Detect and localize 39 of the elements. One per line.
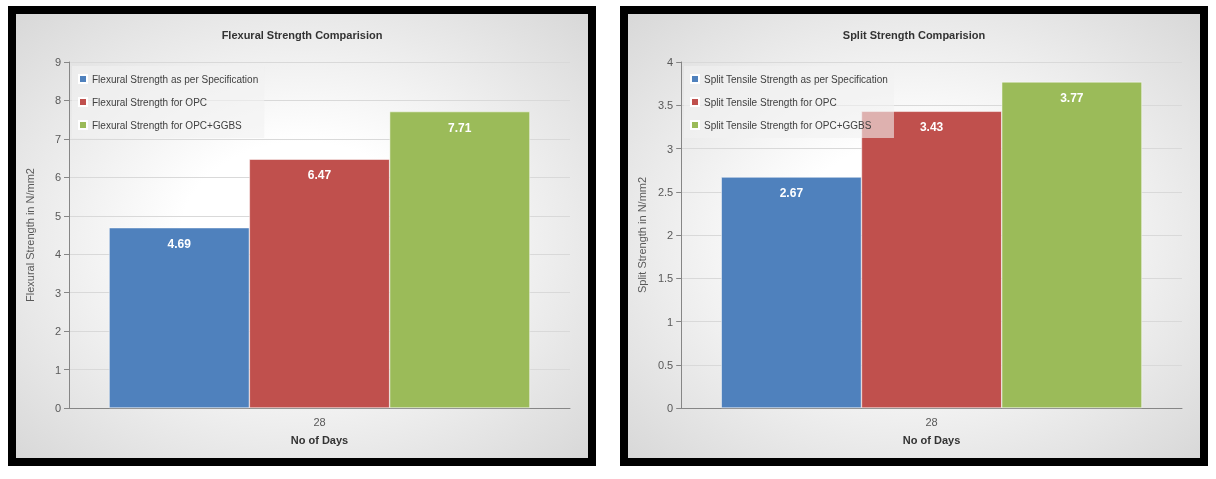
y-tick-label: 1 <box>54 363 61 376</box>
data-label: 3.77 <box>1060 90 1084 105</box>
y-tick-label: 6 <box>54 171 61 184</box>
legend-label: Flexural Strength for OPC+GGBS <box>92 119 243 131</box>
legend-label: Split Tensile Strength for OPC+GGBS <box>704 119 872 131</box>
data-label: 7.71 <box>448 120 472 135</box>
y-tick-label: 2.5 <box>657 185 674 198</box>
data-label: 2.67 <box>779 186 804 201</box>
y-tick-label: 4 <box>667 56 674 68</box>
y-tick-label: 8 <box>54 94 61 107</box>
y-tick-label: 9 <box>54 56 61 68</box>
y-tick-label: 4 <box>54 248 61 261</box>
chart-title: Split Strength Comparision <box>842 28 986 41</box>
chart-title: Flexural Strength Comparision <box>221 28 383 41</box>
y-axis-title: Flexural Strength in N/mm2 <box>23 168 36 302</box>
y-tick-label: 2 <box>54 325 61 338</box>
y-tick-label: 3 <box>667 142 674 155</box>
x-tick-label: 28 <box>925 415 938 428</box>
legend-label: Flexural Strength as per Specification <box>92 73 259 85</box>
y-axis-title: Split Strength in N/mm2 <box>635 176 648 294</box>
y-tick-label: 7 <box>54 132 61 145</box>
y-tick-label: 5 <box>54 209 61 222</box>
y-tick-label: 0.5 <box>657 358 674 371</box>
x-tick-label: 28 <box>313 415 326 428</box>
y-tick-label: 2 <box>667 229 674 241</box>
data-label: 6.47 <box>307 168 332 183</box>
legend-label: Split Tensile Strength for OPC <box>704 96 837 108</box>
data-label: 3.43 <box>919 120 944 135</box>
y-tick-label: 1 <box>667 315 674 328</box>
y-tick-label: 0 <box>54 402 61 414</box>
y-tick-label: 3 <box>54 286 61 299</box>
data-label: 4.69 <box>167 236 192 251</box>
legend-label: Split Tensile Strength as per Specification <box>704 73 888 85</box>
y-tick-label: 3.5 <box>657 99 674 112</box>
y-tick-label: 0 <box>667 402 674 414</box>
y-tick-label: 1.5 <box>657 272 674 285</box>
x-axis-title: No of Days <box>902 433 961 446</box>
x-axis-title: No of Days <box>290 433 349 446</box>
legend-label: Flexural Strength for OPC <box>92 96 208 108</box>
